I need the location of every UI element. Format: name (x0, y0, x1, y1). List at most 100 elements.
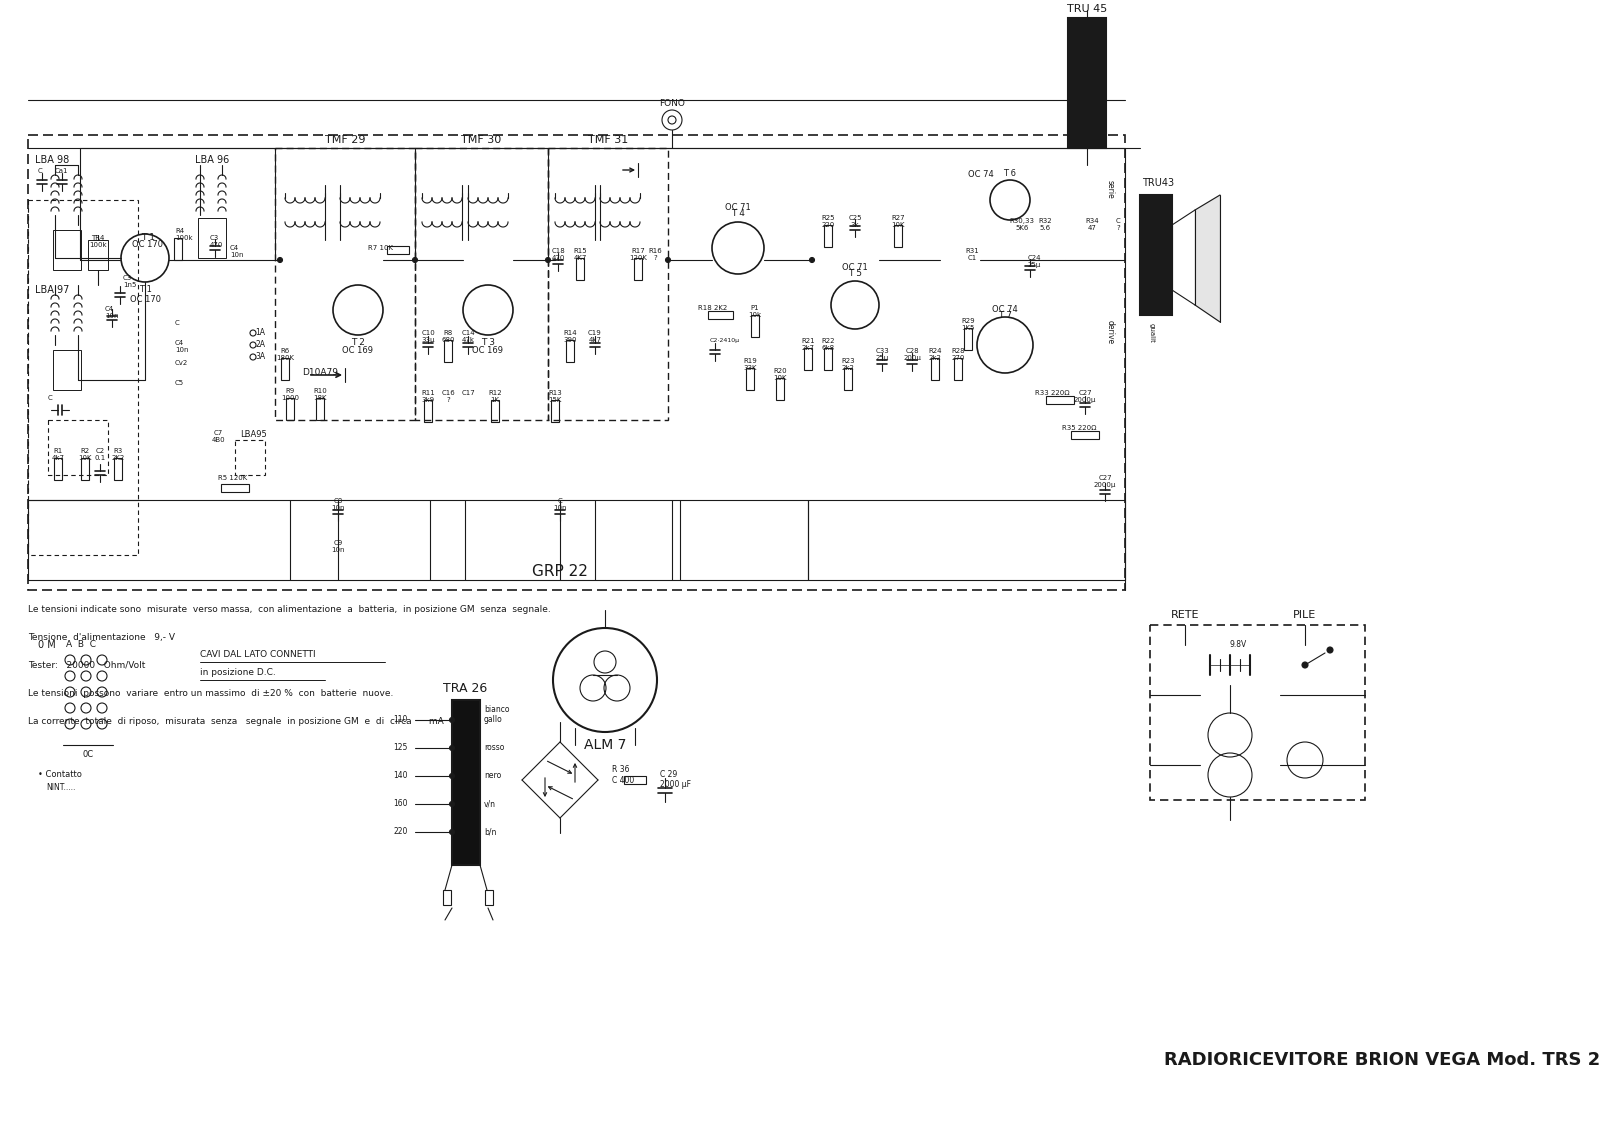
Text: C: C (48, 395, 53, 402)
Text: LBA 97: LBA 97 (35, 285, 69, 295)
Text: R34
47: R34 47 (1085, 218, 1099, 231)
Bar (53, 230, 82, 270)
Text: R 36
C 400: R 36 C 400 (611, 766, 634, 785)
Text: rosso: rosso (483, 743, 504, 752)
Text: R4
100k: R4 100k (174, 228, 192, 241)
Text: T 3: T 3 (482, 338, 494, 347)
Text: R9
1000: R9 1000 (282, 388, 299, 402)
Circle shape (546, 258, 550, 262)
Text: R11
3k9: R11 3k9 (421, 390, 435, 403)
Bar (707, 311, 733, 319)
Circle shape (413, 258, 418, 262)
Bar (424, 400, 432, 422)
Text: TRU43: TRU43 (1142, 178, 1174, 188)
Text: LBA 96: LBA 96 (195, 155, 229, 165)
Text: FONO: FONO (659, 100, 685, 107)
Circle shape (450, 717, 454, 723)
Text: T 5: T 5 (848, 269, 862, 278)
Text: • Contatto: • Contatto (38, 770, 82, 779)
Text: R27
10K: R27 10K (891, 215, 906, 228)
Text: RETE: RETE (1171, 610, 1200, 620)
Text: C10
33µ: C10 33µ (421, 330, 435, 343)
Text: C 29
2000 µF: C 29 2000 µF (661, 770, 691, 789)
Text: C: C (38, 169, 43, 174)
Text: Le tensioni  possono  variare  entro un massimo  di ±20 %  con  batterie  nuove.: Le tensioni possono variare entro un mas… (29, 689, 394, 698)
Text: R14
390: R14 390 (563, 330, 578, 343)
Text: D10A79: D10A79 (302, 368, 338, 377)
Bar (550, 400, 558, 422)
Text: gallo: gallo (483, 716, 502, 725)
Bar (845, 368, 851, 390)
Text: R1
4k7: R1 4k7 (51, 448, 64, 461)
Bar (221, 484, 250, 492)
Text: R17
120K: R17 120K (629, 248, 646, 261)
Text: TR4
100k: TR4 100k (90, 235, 107, 248)
Text: C4
10n: C4 10n (230, 245, 243, 258)
Text: A  B  C: A B C (66, 640, 96, 649)
Circle shape (666, 258, 670, 262)
Bar (1070, 431, 1099, 439)
Text: C14
47k: C14 47k (461, 330, 475, 343)
Text: Le tensioni indicate sono  misurate  verso massa,  con alimentazione  a  batteri: Le tensioni indicate sono misurate verso… (29, 605, 550, 614)
Text: OC 169: OC 169 (472, 346, 504, 355)
Text: TMF 30: TMF 30 (461, 135, 501, 145)
Text: OC 74: OC 74 (968, 170, 994, 179)
Text: C4
10n: C4 10n (174, 340, 189, 353)
Bar (954, 359, 962, 380)
Text: T 4: T 4 (731, 209, 746, 218)
Text: GRP 22: GRP 22 (533, 564, 587, 579)
Bar (576, 258, 584, 280)
Bar (82, 458, 90, 480)
Text: v/n: v/n (483, 800, 496, 809)
Bar (29, 200, 138, 555)
Circle shape (1326, 647, 1333, 653)
Text: LBA 98: LBA 98 (35, 155, 69, 165)
Text: C19
4k7: C19 4k7 (589, 330, 602, 343)
Bar (317, 398, 323, 420)
Bar (414, 148, 547, 420)
Text: La corrente  totale  di riposo,  misurata  senza   segnale  in posizione GM  e  : La corrente totale di riposo, misurata s… (29, 717, 443, 726)
Polygon shape (1195, 195, 1221, 322)
Text: C2·2410µ: C2·2410µ (710, 338, 741, 343)
Bar (776, 378, 784, 400)
Bar (750, 316, 758, 337)
Text: R33 220Ω: R33 220Ω (1035, 390, 1070, 396)
Text: Tensione  d'alimentazione   9,- V: Tensione d'alimentazione 9,- V (29, 633, 174, 642)
Text: NINT.....: NINT..... (46, 783, 75, 792)
Text: R3
2K2: R3 2K2 (112, 448, 125, 461)
Text: PILE: PILE (1293, 610, 1317, 620)
Text: TRA 26: TRA 26 (443, 682, 486, 696)
Bar (624, 776, 646, 784)
Text: R22
6k8: R22 6k8 (821, 338, 835, 351)
Text: C
10n: C 10n (554, 498, 566, 511)
Text: R21
2k7: R21 2k7 (802, 338, 814, 351)
Bar (485, 890, 493, 905)
Text: R15
4K7: R15 4K7 (573, 248, 587, 261)
Text: R16
?: R16 ? (648, 248, 662, 261)
Text: R2
10K: R2 10K (78, 448, 91, 461)
Text: C
?: C ? (1115, 218, 1120, 231)
Bar (894, 225, 902, 247)
Bar (453, 700, 480, 865)
Text: R12
1K: R12 1K (488, 390, 502, 403)
Text: OC 169: OC 169 (342, 346, 373, 355)
Text: R23
2k2: R23 2k2 (842, 359, 854, 371)
Text: OC 71: OC 71 (725, 202, 750, 211)
Text: 0C: 0C (83, 750, 93, 759)
Text: C9
10n: C9 10n (331, 539, 344, 553)
Bar (275, 148, 414, 420)
Text: C7
4B0: C7 4B0 (211, 430, 226, 443)
Text: R19
33K: R19 33K (742, 359, 757, 371)
Text: 110: 110 (394, 716, 408, 725)
Circle shape (450, 802, 454, 806)
Text: R13
15K: R13 15K (549, 390, 562, 403)
Text: R6
180K: R6 180K (277, 348, 294, 361)
Circle shape (277, 258, 283, 262)
Bar (387, 247, 410, 254)
Text: b/n: b/n (483, 828, 496, 837)
Bar (174, 238, 182, 260)
Text: 140: 140 (394, 771, 408, 780)
Text: C17: C17 (461, 390, 475, 396)
Text: R5 120K: R5 120K (218, 475, 248, 481)
Bar (114, 458, 122, 480)
